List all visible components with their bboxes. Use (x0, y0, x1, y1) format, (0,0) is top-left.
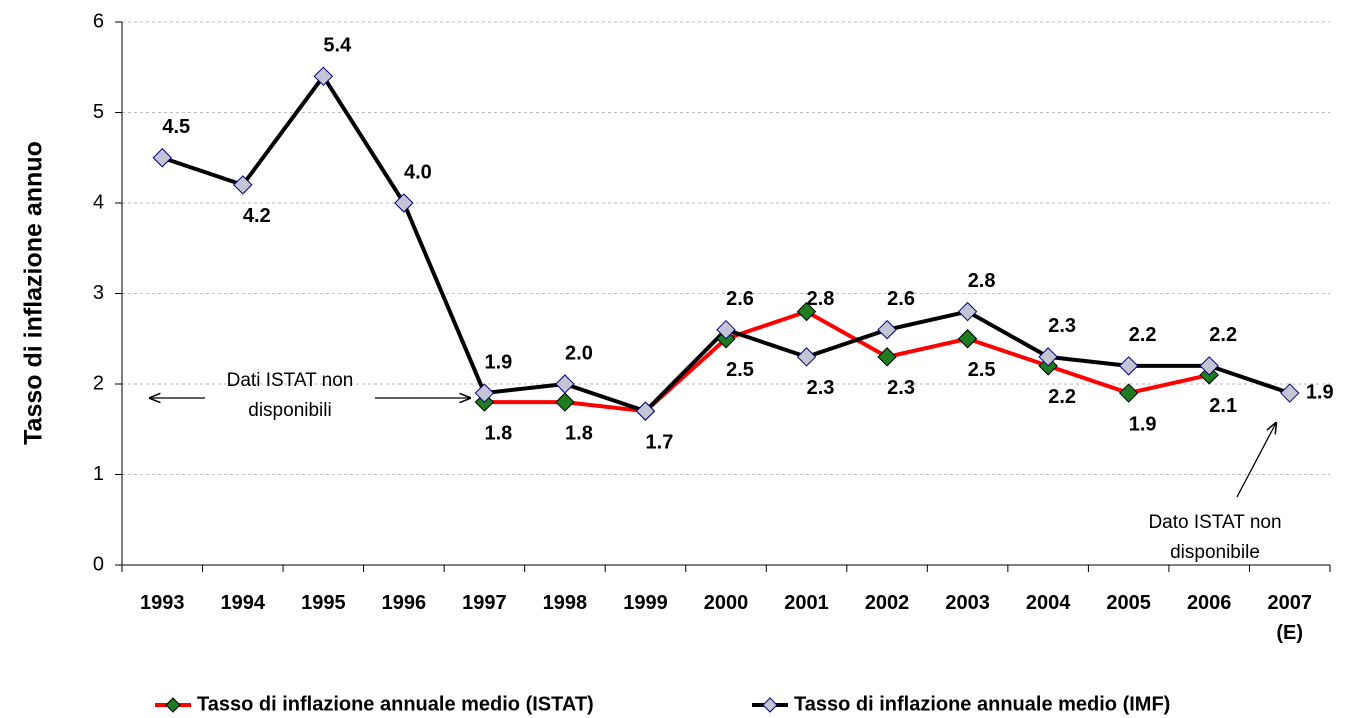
y-tick-label: 6 (93, 10, 104, 32)
y-tick-label: 5 (93, 101, 104, 123)
data-label: 2.0 (565, 342, 593, 364)
data-label: 2.5 (726, 359, 754, 381)
marker (1038, 347, 1058, 367)
data-label: 1.7 (646, 431, 674, 453)
data-label: 1.9 (484, 351, 512, 373)
data-label: 2.3 (1048, 315, 1076, 337)
data-label: 1.9 (1306, 381, 1334, 403)
x-tick-label: 1996 (381, 592, 427, 614)
x-tick-label: 2001 (784, 592, 829, 614)
x-tick-label: 2007 (E) (1267, 592, 1312, 644)
data-label: 1.8 (565, 422, 593, 444)
y-tick-label: 4 (93, 191, 104, 213)
marker (233, 175, 253, 195)
marker (796, 347, 817, 367)
marker (796, 301, 817, 322)
data-label: 2.6 (887, 288, 915, 310)
marker (957, 301, 978, 322)
annotation: Dato ISTAT non disponibile (1148, 512, 1282, 563)
data-label: 2.8 (968, 270, 996, 292)
data-label: 2.2 (1129, 324, 1157, 346)
y-axis-label: Tasso di inflazione annuo (20, 141, 48, 445)
data-label: 2.1 (1209, 395, 1237, 417)
y-tick-label: 1 (93, 463, 104, 485)
legend-marker (762, 697, 778, 713)
x-tick-label: 1999 (623, 592, 668, 614)
marker (555, 374, 575, 394)
series-line (484, 309, 1210, 414)
marker (877, 319, 897, 340)
data-label: 2.2 (1209, 324, 1237, 346)
data-label: 2.3 (807, 377, 835, 399)
data-label: 2.2 (1048, 386, 1076, 408)
marker (394, 193, 414, 213)
data-label: 2.5 (968, 359, 996, 381)
marker (877, 347, 897, 367)
data-label: 4.2 (243, 205, 271, 227)
data-label: 2.3 (887, 377, 915, 399)
marker (555, 392, 575, 412)
x-tick-label: 1997 (462, 592, 507, 614)
x-tick-label: 2006 (1186, 592, 1232, 614)
arrow (1236, 423, 1276, 498)
x-tick-label: 1995 (301, 592, 346, 614)
x-tick-label: 2004 (1025, 592, 1071, 614)
y-tick-label: 0 (93, 553, 104, 575)
data-label: 4.0 (404, 161, 432, 183)
x-tick-label: 2005 (1106, 592, 1151, 614)
x-tick-label: 1994 (220, 592, 266, 614)
x-tick-label: 1998 (542, 592, 588, 614)
legend-label: Tasso di inflazione annuale medio (ISTAT… (197, 693, 594, 715)
marker (716, 319, 736, 340)
marker (152, 148, 172, 168)
marker (1280, 383, 1300, 403)
x-tick-label: 1993 (140, 592, 185, 614)
marker (313, 66, 334, 87)
y-tick-label: 2 (93, 372, 104, 394)
data-label: 1.8 (484, 422, 512, 444)
x-tick-label: 2003 (945, 592, 990, 614)
y-tick-label: 3 (93, 282, 104, 304)
marker (635, 401, 656, 421)
data-label: 2.8 (807, 288, 835, 310)
marker (474, 383, 495, 403)
marker (1118, 383, 1139, 403)
marker (1199, 356, 1219, 376)
legend-marker (165, 697, 181, 713)
x-tick-label: 2002 (864, 592, 910, 614)
marker (957, 329, 978, 349)
data-label: 5.4 (323, 35, 352, 57)
legend-label: Tasso di inflazione annuale medio (IMF) (794, 693, 1170, 715)
data-label: 2.6 (726, 288, 754, 310)
data-label: 4.5 (162, 116, 190, 138)
annotation: Dati ISTAT non disponibili (226, 370, 354, 421)
data-label: 1.9 (1129, 413, 1157, 435)
x-tick-label: 2000 (703, 592, 749, 614)
marker (1118, 356, 1139, 376)
